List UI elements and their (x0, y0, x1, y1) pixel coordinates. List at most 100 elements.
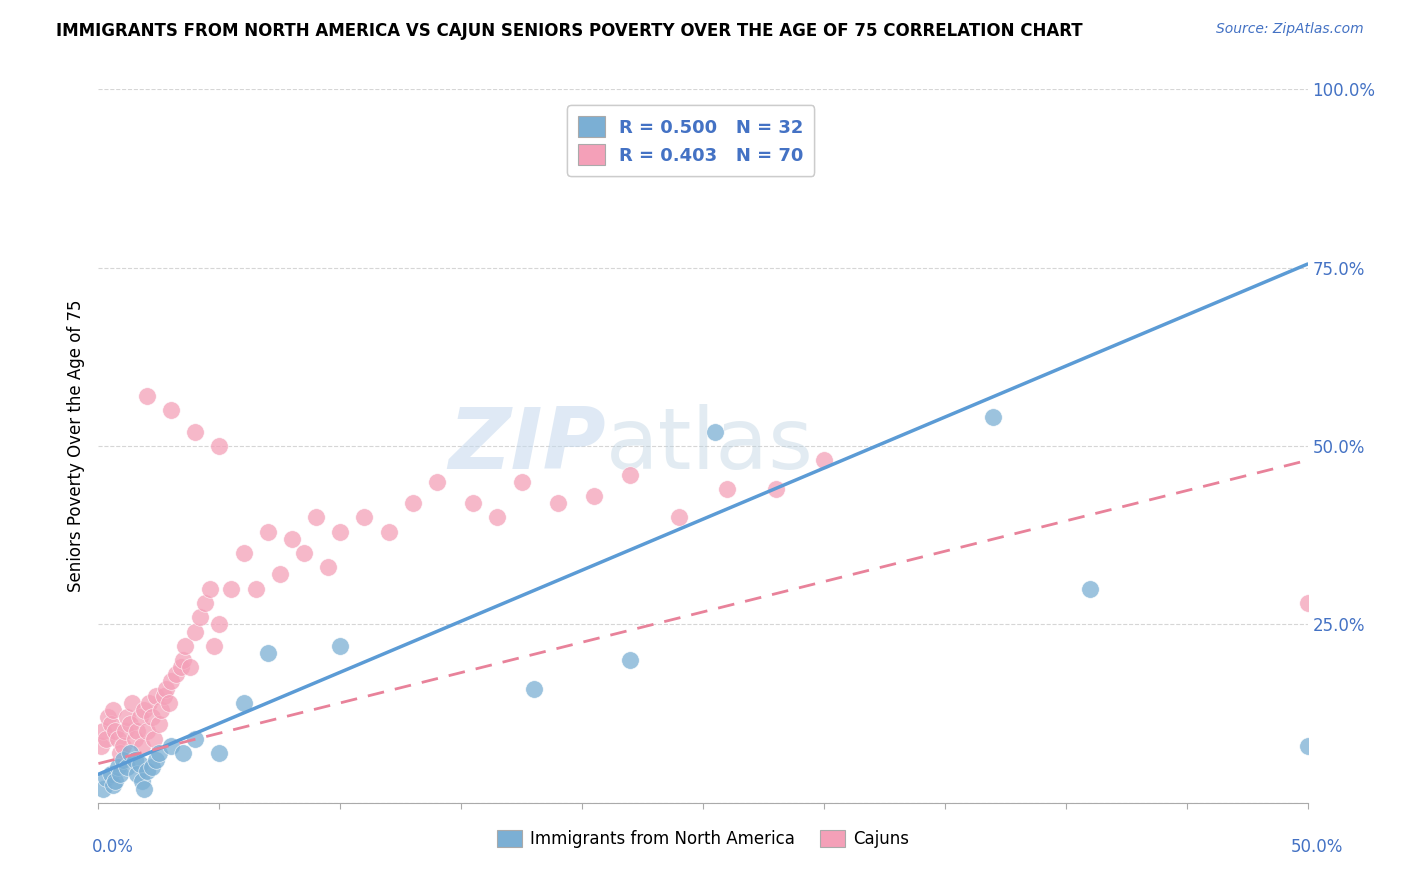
Point (184, 425, 207, 439)
Point (184, 624, 207, 639)
Point (160, 739, 183, 753)
Point (117, 710, 139, 724)
Point (118, 717, 141, 731)
Point (157, 696, 180, 710)
Point (145, 753, 167, 767)
Point (619, 467, 641, 482)
Point (128, 756, 150, 771)
Point (148, 746, 170, 760)
Point (114, 724, 136, 739)
Point (169, 660, 191, 674)
Point (118, 746, 141, 760)
Point (292, 546, 315, 560)
Point (135, 724, 157, 739)
Point (245, 582, 267, 596)
Text: atlas: atlas (606, 404, 814, 488)
Point (765, 482, 787, 496)
Point (194, 596, 217, 610)
Point (256, 524, 278, 539)
Point (269, 567, 291, 582)
Point (198, 582, 221, 596)
Point (134, 781, 156, 796)
Point (329, 524, 352, 539)
Point (668, 510, 690, 524)
Legend: R = 0.500   N = 32, R = 0.403   N = 70: R = 0.500 N = 32, R = 0.403 N = 70 (567, 105, 814, 176)
Point (135, 764, 157, 778)
Point (813, 453, 835, 467)
Point (184, 731, 207, 746)
Point (1078, 582, 1101, 596)
Point (208, 746, 231, 760)
Point (208, 617, 231, 632)
Point (353, 510, 375, 524)
Point (1296, 596, 1319, 610)
Point (128, 710, 150, 724)
Point (174, 639, 197, 653)
Text: IMMIGRANTS FROM NORTH AMERICA VS CAJUN SENIORS POVERTY OVER THE AGE OF 75 CORREL: IMMIGRANTS FROM NORTH AMERICA VS CAJUN S… (56, 22, 1083, 40)
Point (143, 731, 166, 746)
Point (111, 753, 134, 767)
Point (101, 703, 124, 717)
Point (104, 774, 127, 789)
Point (232, 546, 254, 560)
Point (426, 475, 449, 489)
Point (716, 482, 738, 496)
Point (232, 696, 254, 710)
Point (179, 660, 201, 674)
Point (107, 731, 129, 746)
Point (131, 774, 153, 789)
Point (583, 489, 606, 503)
Text: 0.0%: 0.0% (91, 838, 134, 855)
Point (204, 639, 226, 653)
Point (704, 425, 727, 439)
Point (256, 646, 278, 660)
Point (131, 739, 153, 753)
Point (127, 767, 149, 781)
Point (208, 439, 231, 453)
Point (523, 681, 546, 696)
Point (281, 532, 304, 546)
Point (138, 696, 160, 710)
Text: ZIP: ZIP (449, 404, 606, 488)
Point (97, 710, 120, 724)
Point (152, 689, 174, 703)
Point (100, 717, 122, 731)
Point (94, 731, 117, 746)
Text: Source: ZipAtlas.com: Source: ZipAtlas.com (1216, 22, 1364, 37)
Point (981, 410, 1004, 425)
Point (117, 760, 139, 774)
Point (107, 760, 129, 774)
Point (172, 653, 194, 667)
Point (165, 667, 187, 681)
Point (108, 767, 131, 781)
Text: 50.0%: 50.0% (1291, 838, 1343, 855)
Point (127, 724, 149, 739)
Point (329, 639, 352, 653)
Point (141, 760, 163, 774)
Point (305, 510, 328, 524)
Point (463, 496, 485, 510)
Y-axis label: Seniors Poverty Over the Age of 75: Seniors Poverty Over the Age of 75 (66, 300, 84, 592)
Point (101, 778, 124, 792)
Point (377, 524, 399, 539)
Point (1296, 739, 1319, 753)
Point (160, 674, 183, 689)
Point (104, 724, 127, 739)
Point (100, 767, 122, 781)
Point (90, 739, 112, 753)
Point (510, 475, 533, 489)
Point (141, 710, 163, 724)
Point (188, 610, 211, 624)
Point (91, 781, 114, 796)
Point (94, 771, 117, 785)
Point (155, 681, 177, 696)
Point (124, 753, 146, 767)
Point (402, 496, 425, 510)
Point (148, 717, 170, 731)
Point (547, 496, 569, 510)
Point (486, 510, 509, 524)
Point (221, 582, 243, 596)
Point (121, 696, 143, 710)
Point (108, 746, 131, 760)
Point (134, 703, 156, 717)
